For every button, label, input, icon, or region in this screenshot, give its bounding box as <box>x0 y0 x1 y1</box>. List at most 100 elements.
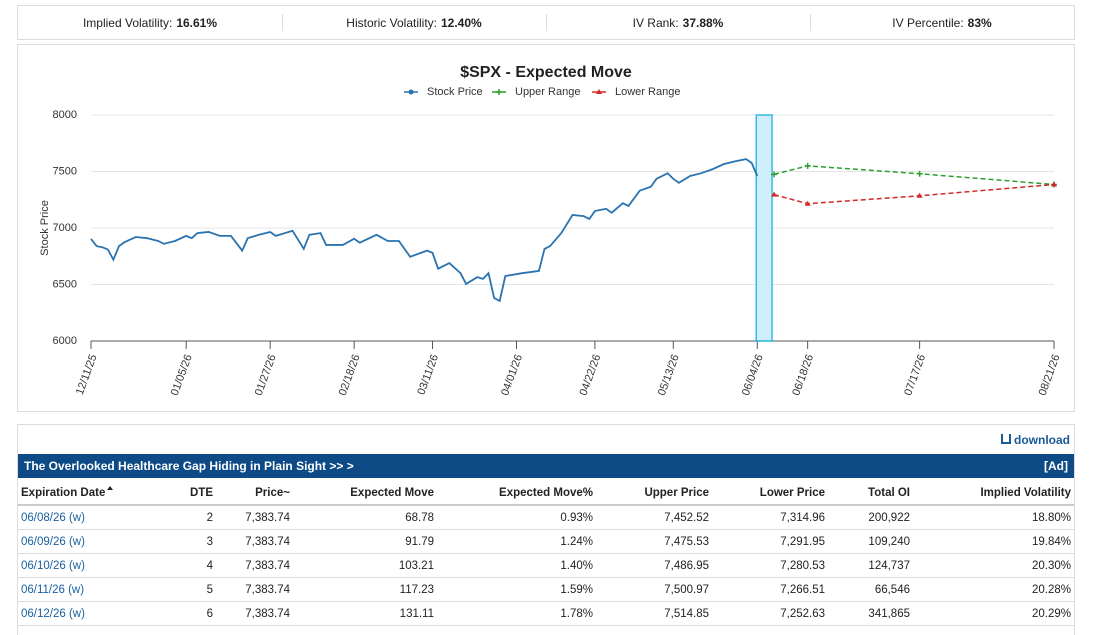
stat-value: 16.61% <box>176 15 218 30</box>
current-highlight <box>755 114 773 342</box>
ad-text[interactable]: The Overlooked Healthcare Gap Hiding in … <box>24 459 354 473</box>
table-cell: 20.28% <box>913 577 1074 602</box>
table-cell: 7,280.53 <box>712 553 828 578</box>
download-button[interactable]: download <box>1001 433 1070 447</box>
table-body: 06/08/26 (w) 2 7,383.74 68.78 0.93% 7,452.52 7… <box>18 505 1074 626</box>
table-cell: 7,291.95 <box>712 529 828 554</box>
column-header[interactable]: Expected Move% <box>437 481 596 506</box>
x-tick-label: 04/01/26 <box>499 353 525 397</box>
expiration-link[interactable]: 06/09/26 (w) <box>18 529 151 554</box>
table-cell: 4 <box>151 553 216 578</box>
y-tick-label: 7500 <box>53 165 77 177</box>
point <box>1051 181 1057 187</box>
table-cell: 5 <box>151 577 216 602</box>
column-header[interactable]: Expected Move <box>293 481 437 506</box>
stat: IV Rank: 37.88% <box>546 6 810 39</box>
stat-value: 37.88% <box>682 15 724 30</box>
y-tick-label: 6500 <box>53 278 77 290</box>
table-cell: 7,500.97 <box>596 577 712 602</box>
x-tick-label: 05/13/26 <box>656 353 682 397</box>
table-cell: 1.40% <box>437 553 596 578</box>
table-row: 06/10/26 (w) 4 7,383.74 103.21 1.40% 7,486.95… <box>18 553 1074 578</box>
column-header[interactable]: Upper Price <box>596 481 712 506</box>
expiration-link[interactable]: 06/10/26 (w) <box>18 553 151 578</box>
table-cell: 7,383.74 <box>216 577 293 602</box>
expiration-link[interactable]: 06/08/26 (w) <box>18 505 151 530</box>
table-row: 06/08/26 (w) 2 7,383.74 68.78 0.93% 7,452.52 7… <box>18 505 1074 530</box>
point <box>804 162 811 169</box>
x-tick-label: 02/18/26 <box>337 353 363 397</box>
x-tick-label: 04/22/26 <box>578 353 604 397</box>
legend-marker <box>408 89 414 95</box>
table-cell: 7,383.74 <box>216 529 293 554</box>
y-tick-label: 8000 <box>53 109 77 121</box>
column-header[interactable]: Total OI <box>828 481 913 506</box>
y-tick-label: 7000 <box>53 222 77 234</box>
table-cell: 6 <box>151 601 216 626</box>
x-tick-label: 01/27/26 <box>253 353 279 397</box>
ad-banner[interactable]: The Overlooked Healthcare Gap Hiding in … <box>18 454 1074 478</box>
point <box>804 200 811 206</box>
table-cell: 200,922 <box>828 505 913 530</box>
x-tick-label: 01/05/26 <box>169 353 195 397</box>
chart: $SPX - Expected Move Stock Price 6000 650… <box>39 64 1063 397</box>
table-cell: 1.59% <box>437 577 596 602</box>
stat-value: 12.40% <box>441 15 482 30</box>
table-cell: 7,475.53 <box>596 529 712 554</box>
table-cell: 109,240 <box>828 529 913 554</box>
point <box>771 171 778 178</box>
x-tick-label: 03/11/26 <box>415 353 441 397</box>
table-cell: 20.30% <box>913 553 1074 578</box>
x-tick-label: 06/18/26 <box>790 353 816 397</box>
table-cell: 19.84% <box>913 529 1074 554</box>
y-tick-label: 6000 <box>53 335 77 347</box>
column-header[interactable]: Implied Volatility <box>913 481 1074 506</box>
table-cell: 7,252.63 <box>712 601 828 626</box>
column-header[interactable]: Lower Price <box>712 481 828 506</box>
table-cell: 1.24% <box>437 529 596 554</box>
y-axis-label: Stock Price <box>39 200 51 256</box>
table-cell: 3 <box>151 529 216 554</box>
table-cell: 124,737 <box>828 553 913 578</box>
legend-marker <box>596 89 602 94</box>
table-cell: 7,266.51 <box>712 577 828 602</box>
table-cell: 20.29% <box>913 601 1074 626</box>
table-cell: 18.80% <box>913 505 1074 530</box>
table-cell: 68.78 <box>293 505 437 530</box>
x-tick-label: 07/17/26 <box>902 353 928 397</box>
column-header[interactable]: Expiration Date <box>18 481 151 506</box>
legend-label: Upper Range <box>515 86 580 98</box>
x-tick-label: 12/11/25 <box>74 353 100 397</box>
table-cell: 7,514.85 <box>596 601 712 626</box>
header-row: Expiration Date DTE Price~ Expected Move Exp… <box>18 481 1074 506</box>
stat-label: IV Percentile: <box>892 15 964 30</box>
stat-label: Implied Volatility: <box>82 15 173 30</box>
table-cell: 66,546 <box>828 577 913 602</box>
stat-value: 83% <box>967 15 992 30</box>
point <box>916 170 923 177</box>
column-header[interactable]: DTE <box>151 481 216 506</box>
chart-panel: $SPX - Expected Move Stock Price 6000 650… <box>17 44 1075 412</box>
point <box>916 192 923 198</box>
expiration-link[interactable]: 06/12/26 (w) <box>18 601 151 626</box>
table-cell: 7,486.95 <box>596 553 712 578</box>
legend-label: Lower Range <box>615 86 680 98</box>
table-cell: 2 <box>151 505 216 530</box>
stat-label: IV Rank: <box>632 15 679 30</box>
column-header[interactable]: Price~ <box>216 481 293 506</box>
stat: Historic Volatility: 12.40% <box>282 6 546 39</box>
table-cell: 103.21 <box>293 553 437 578</box>
series-line <box>90 158 759 303</box>
stat: IV Percentile: 83% <box>810 6 1074 39</box>
expiration-link[interactable]: 06/11/26 (w) <box>18 577 151 602</box>
series-line <box>773 165 1055 186</box>
table-cell: 0.93% <box>437 505 596 530</box>
table-cell: 117.23 <box>293 577 437 602</box>
legend-marker <box>496 89 502 95</box>
download-label[interactable]: download <box>1014 433 1070 447</box>
ad-tag: [Ad] <box>1044 459 1068 473</box>
table-cell: 91.79 <box>293 529 437 554</box>
table-row: 06/12/26 (w) 6 7,383.74 131.11 1.78% 7,514.85… <box>18 601 1074 626</box>
table-cell: 7,383.74 <box>216 553 293 578</box>
page: {"stats": [ {"label": "Implied Volatilit… <box>17 5 1075 635</box>
